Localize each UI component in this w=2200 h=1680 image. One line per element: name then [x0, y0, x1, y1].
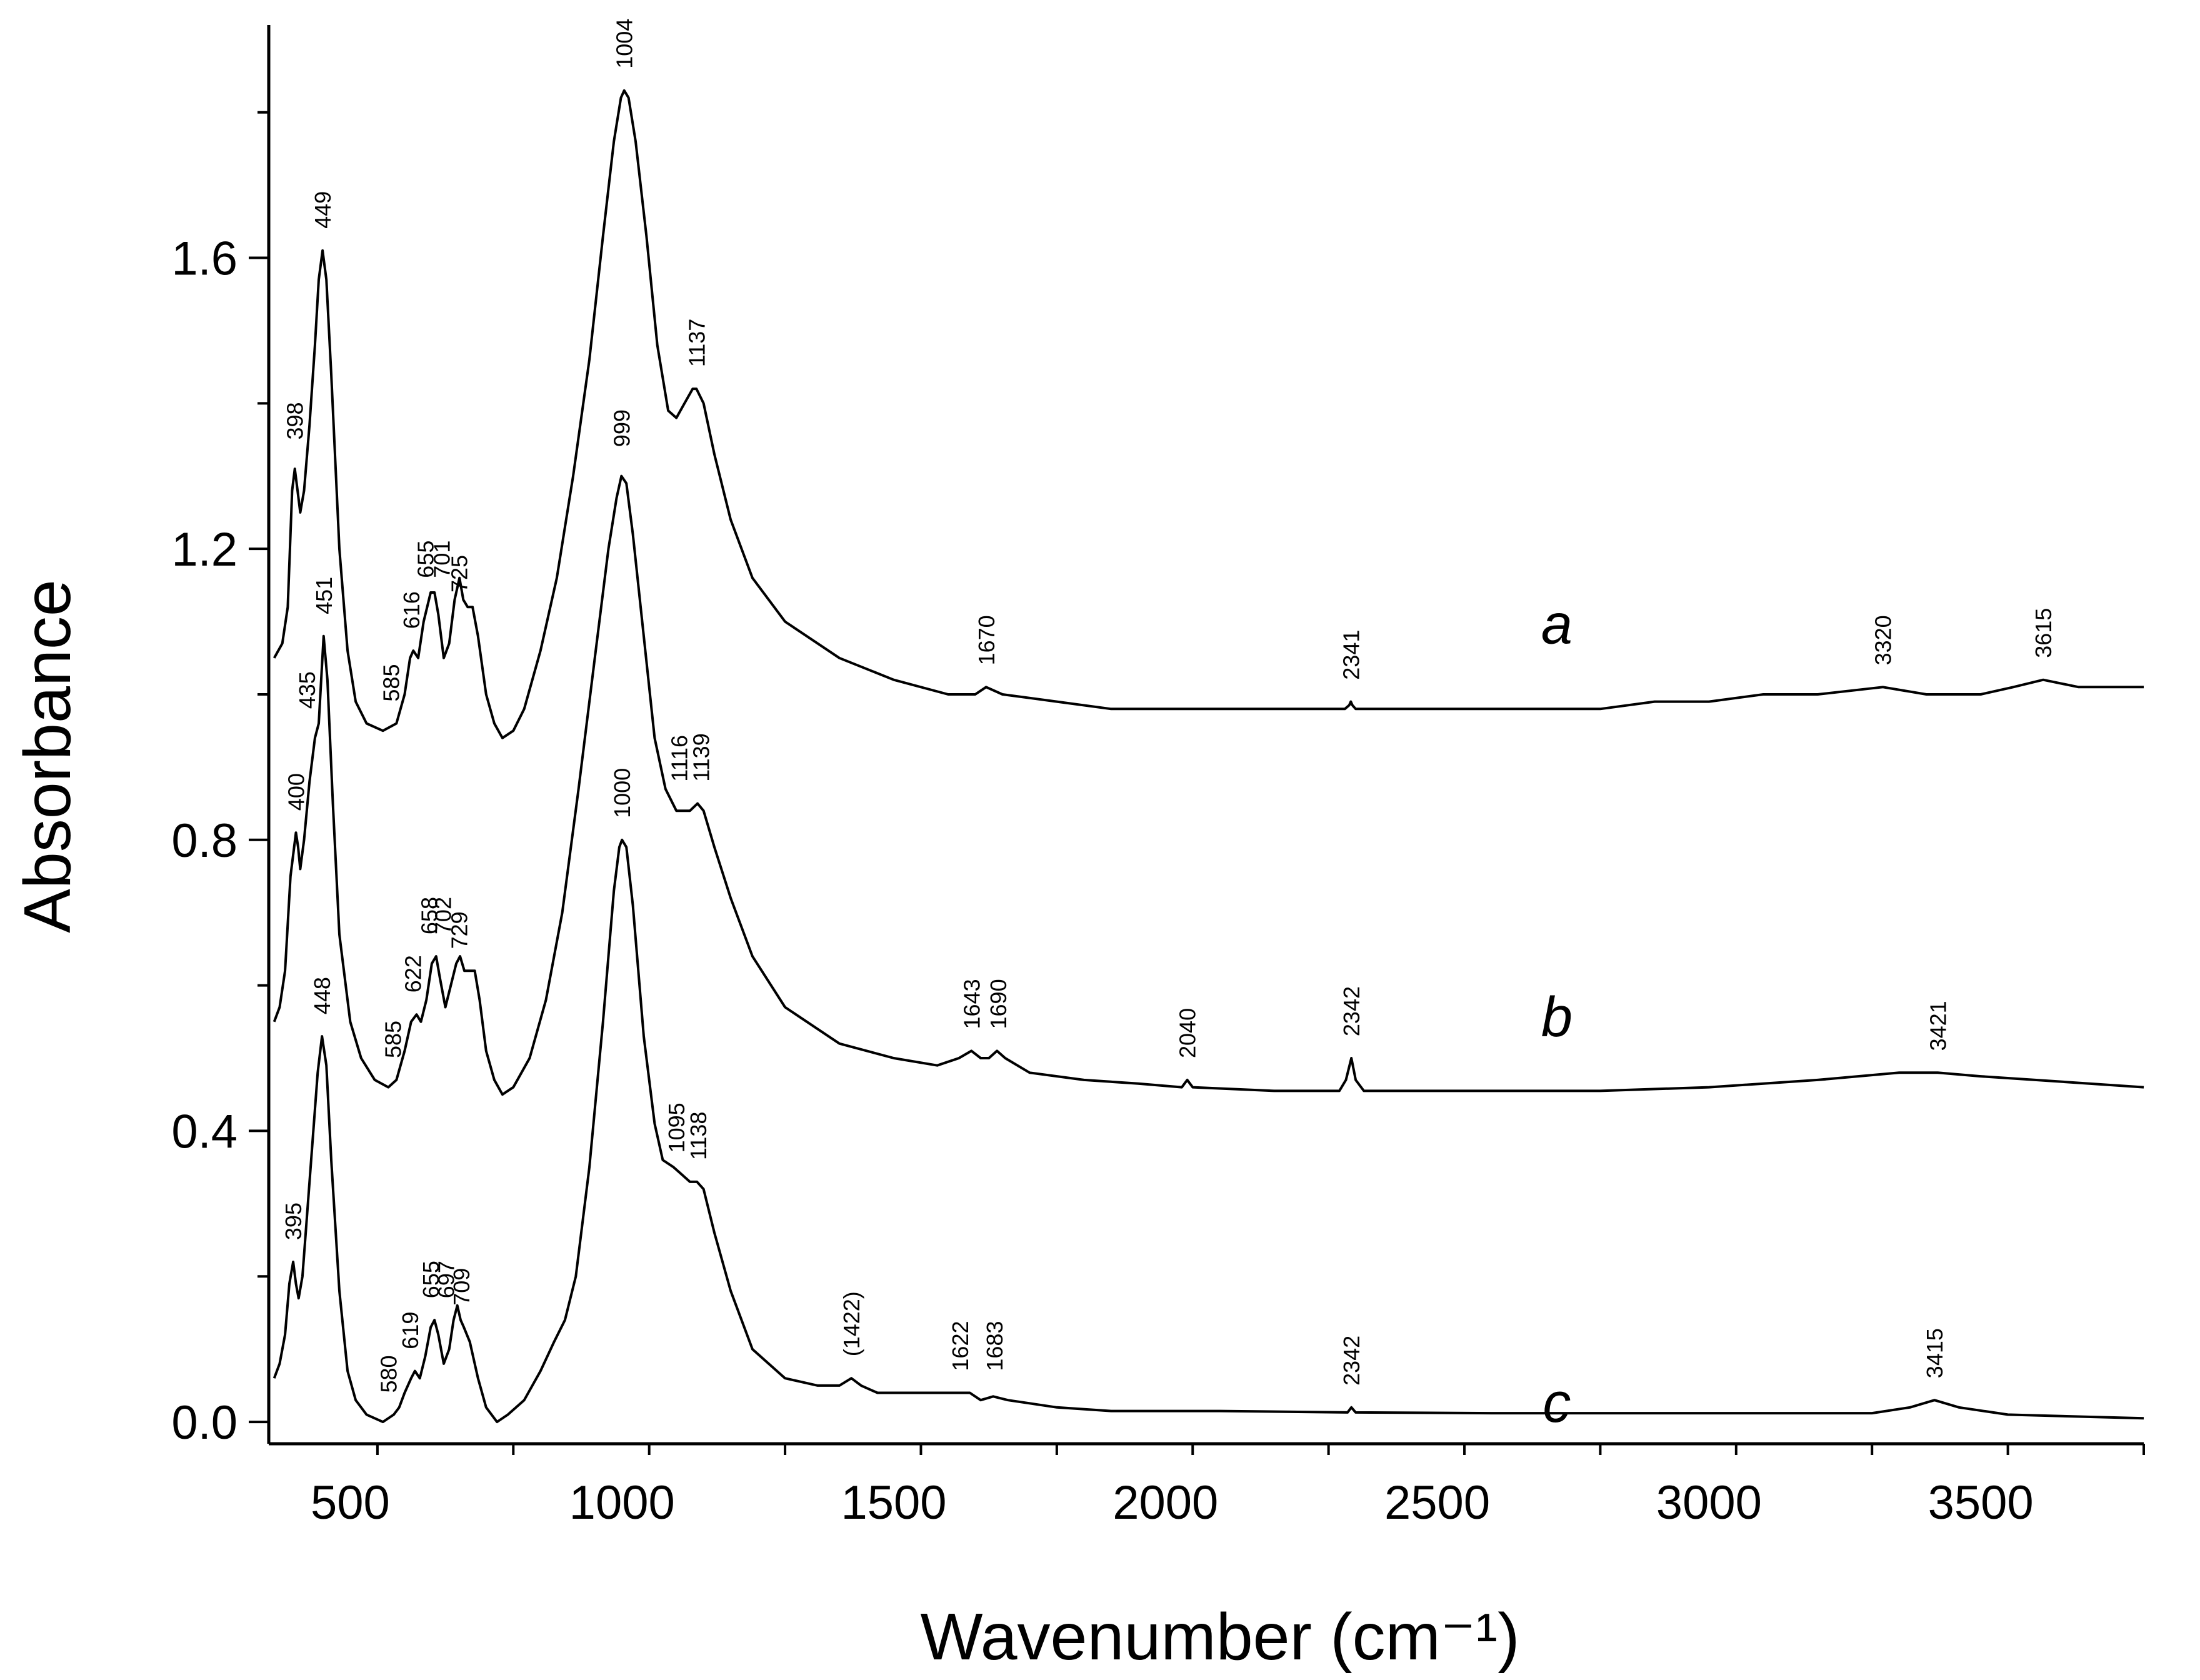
peak-label: 451 [311, 577, 337, 614]
x-tick-label: 3500 [1928, 1476, 2034, 1529]
peak-label: 1095 [664, 1102, 689, 1152]
peak-label: 655 [412, 541, 438, 578]
peak-annotations: 4493981004113799965570172561658545143516… [281, 19, 2056, 1393]
peak-label: 449 [310, 191, 336, 229]
peak-label: 1138 [686, 1112, 711, 1160]
peak-label: 395 [281, 1202, 306, 1240]
x-tick-label: 2000 [1112, 1476, 1218, 1529]
y-tick-label: 1.6 [171, 232, 238, 286]
peak-label: 2040 [1175, 1008, 1201, 1058]
y-tick-label: 0.0 [171, 1396, 238, 1449]
x-tick-label: 2500 [1384, 1476, 1490, 1529]
peak-label: 1690 [986, 979, 1011, 1029]
peak-label: 725 [446, 555, 472, 592]
peak-label: 585 [379, 664, 404, 702]
x-axis-title: Wavenumber (cm⁻¹) [920, 1600, 1519, 1674]
x-tick-label: 1500 [841, 1476, 946, 1529]
y-axis-title: Absorbance [11, 579, 84, 933]
peak-label: 3415 [1922, 1328, 1948, 1378]
curve-label-a: a [1541, 593, 1572, 656]
axes: 500 1000 1500 2000 2500 3000 3500 0.0 0.4 0.8 1.2 1… [171, 25, 2145, 1529]
peak-label: 1004 [612, 19, 638, 69]
peak-label: 1000 [609, 768, 635, 818]
peak-label: 400 [284, 773, 309, 811]
y-tick-label: 0.4 [171, 1105, 238, 1158]
peak-label: 580 [376, 1355, 401, 1392]
x-tick-label: 500 [311, 1476, 390, 1529]
peak-label: 658 [417, 897, 442, 934]
y-tick-label: 0.8 [171, 814, 238, 868]
peak-label: 616 [399, 591, 424, 629]
peak-label: 1683 [982, 1321, 1008, 1371]
peak-label: 2341 [1338, 630, 1364, 680]
peak-label: 435 [294, 671, 320, 709]
peak-label: 729 [446, 911, 472, 949]
peak-label: 619 [398, 1312, 423, 1349]
peak-label: 701 [429, 541, 455, 578]
peak-label: 448 [309, 977, 335, 1014]
plot-lines: a b c [272, 89, 2144, 1434]
peak-label: 999 [609, 409, 634, 447]
y-tick-label: 1.2 [171, 523, 238, 576]
spectrum-line-a [272, 89, 2144, 739]
peak-label: 1116 [667, 735, 692, 782]
peak-label: 1643 [959, 979, 984, 1029]
peak-label: 697 [434, 1261, 459, 1298]
peak-label: 702 [430, 897, 456, 934]
peak-label: 3615 [2031, 608, 2056, 658]
peak-label: 1622 [948, 1321, 973, 1371]
peak-label: 3421 [1925, 1001, 1951, 1051]
x-tick-label: 3000 [1656, 1476, 1762, 1529]
peak-label: 1139 [688, 733, 714, 781]
peak-label: 1670 [974, 615, 999, 665]
peak-label: 709 [449, 1268, 474, 1306]
peak-label: 398 [282, 402, 308, 439]
peak-label: 585 [380, 1021, 406, 1058]
spectrum-line-c [272, 838, 2144, 1424]
peak-label: (1422) [839, 1291, 864, 1356]
peak-label: 655 [418, 1261, 444, 1298]
peak-label: 2342 [1339, 1336, 1364, 1386]
peak-label: 2342 [1339, 986, 1364, 1036]
x-tick-label: 1000 [569, 1476, 675, 1529]
peak-label: 622 [400, 955, 426, 992]
spectrum-line-b [272, 474, 2144, 1096]
curve-label-b: b [1541, 986, 1572, 1049]
peak-label: 1137 [684, 319, 709, 367]
peak-label: 3320 [1871, 615, 1896, 665]
curve-label-c: c [1542, 1372, 1571, 1434]
